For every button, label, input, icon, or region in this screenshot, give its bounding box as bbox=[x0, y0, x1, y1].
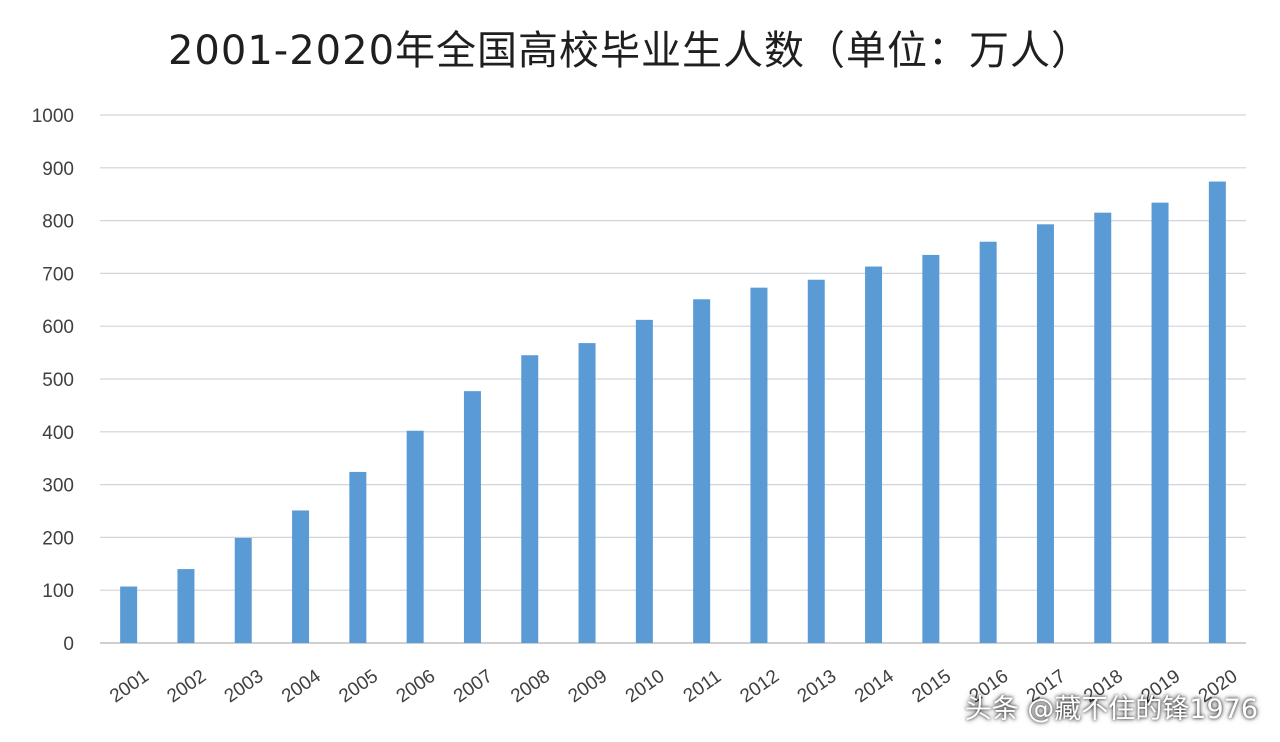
bar-2011 bbox=[693, 299, 711, 643]
x-tick-label: 2015 bbox=[908, 666, 955, 707]
x-tick-label: 2008 bbox=[507, 666, 554, 707]
bar-2009 bbox=[578, 343, 596, 643]
bar-2017 bbox=[1036, 224, 1054, 643]
bar-2002 bbox=[177, 569, 195, 643]
bar-2019 bbox=[1151, 202, 1169, 643]
bar-2008 bbox=[521, 355, 539, 643]
y-tick-label: 800 bbox=[42, 212, 74, 233]
x-tick-label: 2013 bbox=[794, 666, 841, 707]
x-tick-label: 2010 bbox=[622, 666, 669, 707]
bar-2018 bbox=[1094, 212, 1112, 643]
y-tick-label: 900 bbox=[42, 159, 74, 180]
y-tick-label: 500 bbox=[42, 370, 74, 391]
x-tick-label: 2007 bbox=[450, 666, 497, 707]
y-tick-label: 300 bbox=[42, 476, 74, 497]
x-tick-label: 2005 bbox=[335, 666, 382, 707]
bar-2007 bbox=[463, 391, 481, 643]
x-tick-label: 2011 bbox=[680, 666, 726, 707]
bar-2016 bbox=[979, 241, 997, 643]
bar-2013 bbox=[807, 279, 825, 643]
bar-2001 bbox=[120, 586, 138, 643]
x-tick-label: 2001 bbox=[106, 666, 153, 707]
x-tick-label: 2006 bbox=[393, 666, 440, 707]
y-tick-label: 1000 bbox=[32, 106, 74, 127]
bar-2020 bbox=[1208, 181, 1226, 643]
chart-title: 2001-2020年全国高校毕业生人数（单位：万人） bbox=[167, 28, 1093, 74]
y-tick-label: 400 bbox=[42, 423, 74, 444]
y-tick-label: 600 bbox=[42, 317, 74, 338]
x-tick-label: 2004 bbox=[278, 666, 325, 708]
bar-2015 bbox=[922, 254, 940, 644]
bar-2005 bbox=[349, 471, 367, 643]
y-tick-label: 200 bbox=[42, 528, 74, 549]
x-tick-label: 2009 bbox=[565, 666, 612, 707]
y-tick-label: 700 bbox=[42, 264, 74, 285]
watermark: 头条 @藏不住的锋1976 bbox=[964, 694, 1258, 725]
bar-2014 bbox=[865, 266, 883, 643]
x-tick-label: 2003 bbox=[221, 666, 268, 707]
y-tick-label: 0 bbox=[63, 634, 74, 655]
y-tick-label: 100 bbox=[42, 581, 74, 602]
x-tick-label: 2002 bbox=[163, 666, 210, 707]
x-tick-label: 2014 bbox=[851, 666, 898, 708]
bar-2010 bbox=[635, 319, 653, 643]
bar-2012 bbox=[750, 287, 768, 643]
x-tick-label: 2012 bbox=[736, 666, 783, 707]
bar-2003 bbox=[234, 537, 252, 643]
bar-2006 bbox=[406, 430, 424, 643]
bar-2004 bbox=[292, 510, 310, 643]
